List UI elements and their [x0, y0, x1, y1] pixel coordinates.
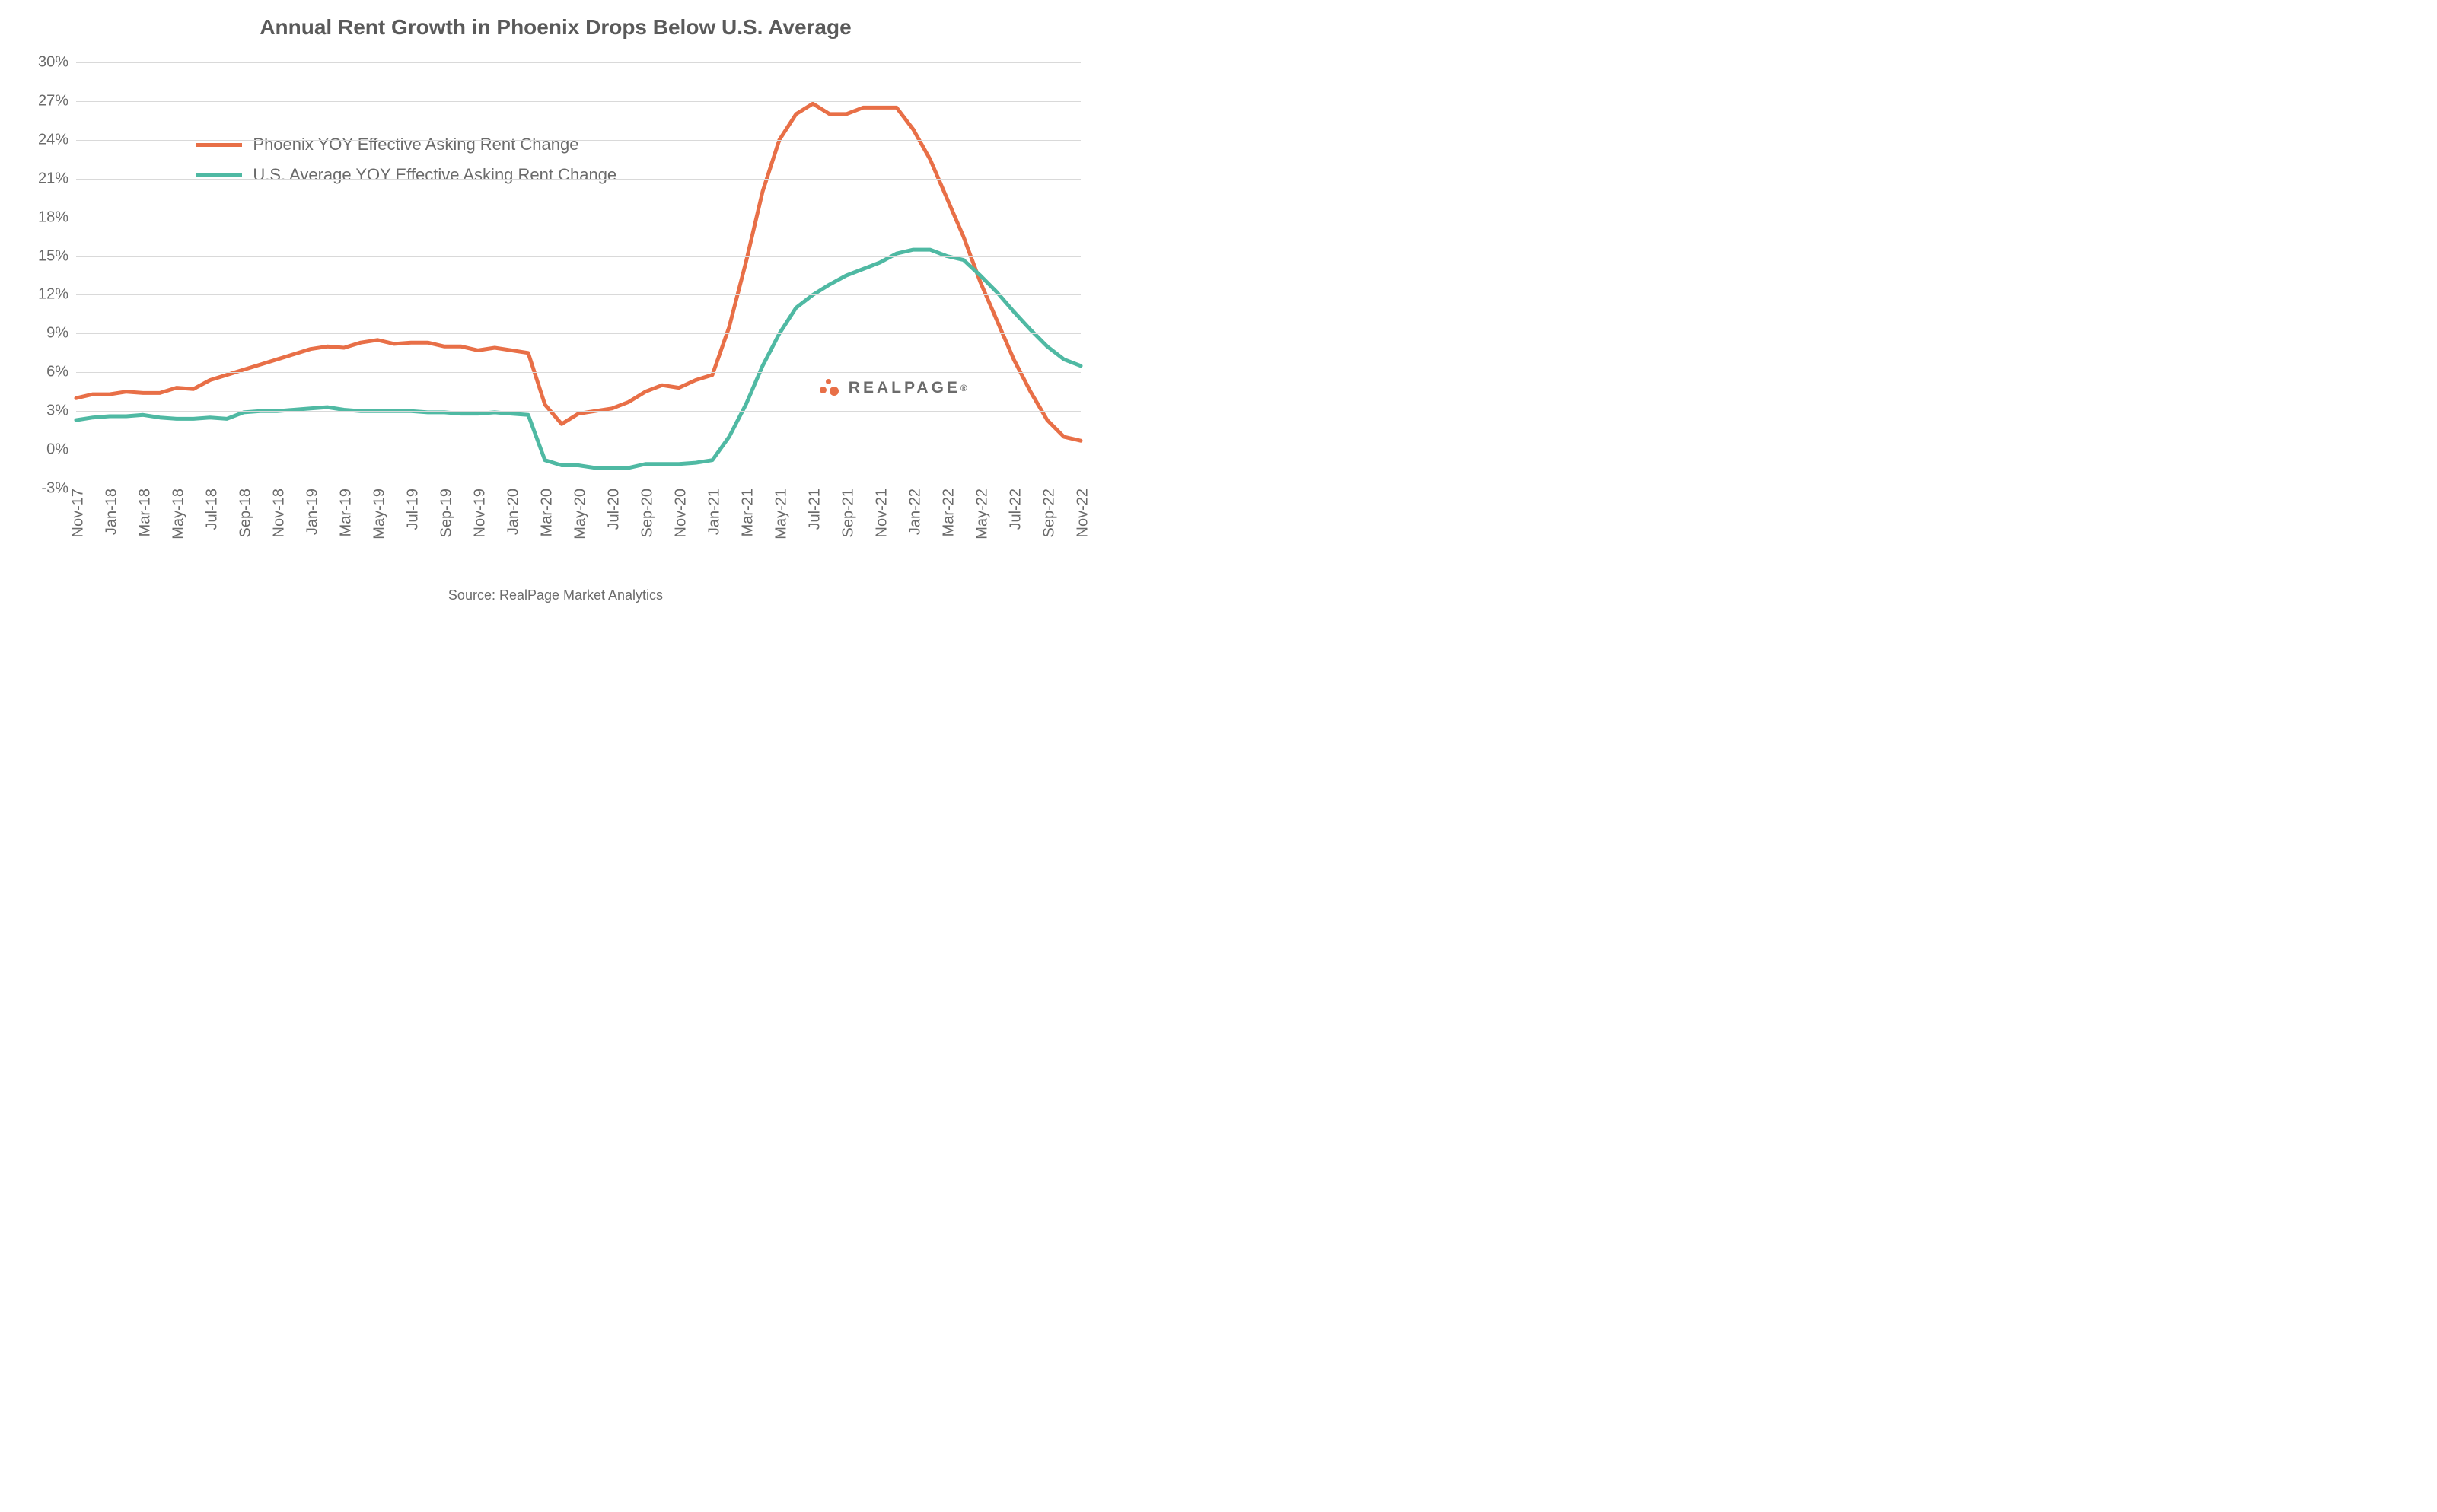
- x-tick-label: Sep-20: [635, 489, 657, 538]
- legend-item: U.S. Average YOY Effective Asking Rent C…: [196, 165, 616, 185]
- x-tick-label: Jul-21: [802, 489, 824, 530]
- x-tick-label: Mar-22: [936, 489, 958, 536]
- legend-swatch: [196, 143, 242, 147]
- plot-area: Phoenix YOY Effective Asking Rent Change…: [76, 62, 1081, 489]
- chart-title: Annual Rent Growth in Phoenix Drops Belo…: [30, 15, 1081, 40]
- x-tick-label: Jul-22: [1003, 489, 1025, 530]
- x-tick-label: Nov-18: [266, 489, 288, 537]
- y-tick-label: 30%: [38, 54, 76, 72]
- x-tick-label: Jan-21: [702, 489, 724, 535]
- x-tick-label: Jan-18: [99, 489, 121, 535]
- x-tick-label: Mar-19: [333, 489, 355, 536]
- x-tick-label: Nov-17: [65, 489, 88, 537]
- gridline: [76, 372, 1081, 373]
- gridline: [76, 256, 1081, 257]
- y-tick-label: 9%: [46, 325, 76, 342]
- gridline: [76, 140, 1081, 141]
- gridline: [76, 179, 1081, 180]
- x-tick-label: May-20: [568, 489, 590, 540]
- x-tick-label: Sep-21: [836, 489, 858, 538]
- x-tick-label: Mar-18: [132, 489, 155, 536]
- x-tick-label: Mar-21: [735, 489, 757, 536]
- watermark: REALPAGE®: [820, 377, 967, 399]
- x-tick-label: Jul-18: [199, 489, 221, 530]
- source-caption: Source: RealPage Market Analytics: [30, 587, 1081, 603]
- x-tick-label: Jan-19: [300, 489, 322, 535]
- x-tick-label: Jul-19: [400, 489, 422, 530]
- legend-item: Phoenix YOY Effective Asking Rent Change: [196, 135, 616, 154]
- legend-label: Phoenix YOY Effective Asking Rent Change: [253, 135, 578, 154]
- y-tick-label: 3%: [46, 403, 76, 420]
- legend: Phoenix YOY Effective Asking Rent Change…: [196, 135, 616, 196]
- y-tick-label: 12%: [38, 286, 76, 304]
- x-tick-label: Mar-20: [534, 489, 556, 536]
- gridline: [76, 411, 1081, 412]
- x-tick-label: May-18: [166, 489, 188, 540]
- chart-container: Annual Rent Growth in Phoenix Drops Belo…: [0, 0, 1111, 689]
- gridline: [76, 294, 1081, 295]
- series-line: [76, 250, 1081, 468]
- y-tick-label: 0%: [46, 441, 76, 459]
- x-tick-label: Jul-20: [601, 489, 623, 530]
- x-tick-label: May-21: [769, 489, 791, 540]
- watermark-text: REALPAGE: [849, 379, 960, 397]
- y-tick-label: 18%: [38, 208, 76, 226]
- x-tick-label: Sep-19: [434, 489, 456, 538]
- y-tick-label: 24%: [38, 131, 76, 148]
- x-tick-label: Nov-20: [668, 489, 690, 537]
- watermark-dots-icon: [820, 377, 841, 399]
- x-tick-label: Jan-20: [501, 489, 523, 535]
- x-tick-label: Nov-21: [869, 489, 891, 537]
- x-tick-label: May-19: [367, 489, 389, 540]
- legend-swatch: [196, 173, 242, 177]
- x-tick-label: Jan-22: [903, 489, 925, 535]
- x-tick-label: Sep-22: [1037, 489, 1059, 538]
- y-tick-label: 27%: [38, 92, 76, 110]
- x-tick-label: Nov-19: [467, 489, 489, 537]
- x-tick-label: Nov-22: [1070, 489, 1092, 537]
- y-tick-label: 15%: [38, 247, 76, 265]
- x-tick-label: Sep-18: [233, 489, 255, 538]
- legend-label: U.S. Average YOY Effective Asking Rent C…: [253, 165, 616, 185]
- line-series-svg: [76, 62, 1081, 489]
- y-tick-label: 6%: [46, 364, 76, 381]
- y-tick-label: 21%: [38, 170, 76, 187]
- gridline: [76, 101, 1081, 102]
- watermark-reg: ®: [960, 383, 967, 393]
- gridline: [76, 333, 1081, 334]
- gridline: [76, 62, 1081, 63]
- x-tick-label: May-22: [970, 489, 992, 540]
